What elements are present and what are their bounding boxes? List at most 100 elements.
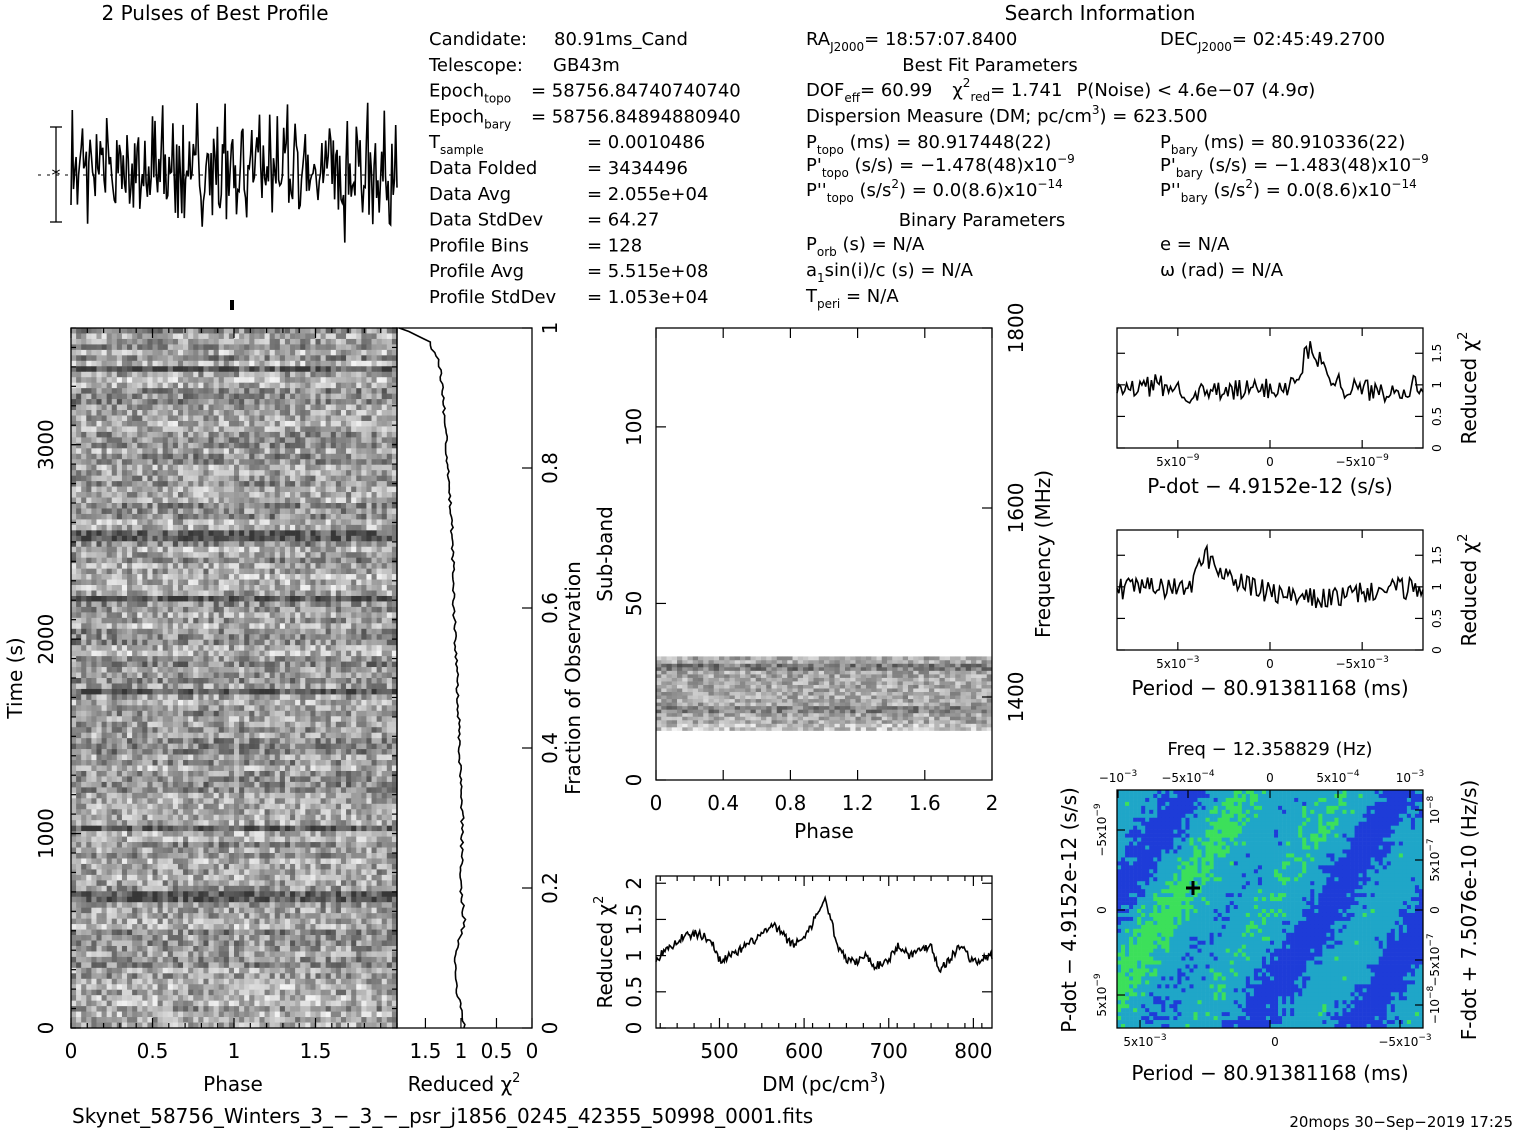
- heat-cell: [366, 650, 372, 657]
- heat-cell: [335, 574, 342, 580]
- heat-cell: [198, 688, 204, 695]
- heat-cell: [71, 349, 77, 356]
- heat-cell: [193, 579, 199, 586]
- heat-cell: [386, 552, 393, 558]
- heat-cell: [203, 464, 209, 471]
- info-row: Tsample: [428, 132, 484, 157]
- heat-cell: [111, 360, 118, 367]
- heat-cell: [376, 464, 383, 471]
- heat-cell: [371, 492, 377, 498]
- heat-cell: [340, 574, 347, 580]
- heat-cell: [325, 410, 332, 416]
- heat-cell: [330, 694, 337, 701]
- heat-cell: [198, 541, 204, 548]
- heat-cell: [162, 590, 169, 597]
- heat-cell: [391, 475, 398, 482]
- heat-cell: [386, 574, 393, 580]
- heat-cell: [137, 475, 143, 482]
- heat-cell: [325, 481, 332, 487]
- heat-cell: [218, 475, 225, 482]
- heat-cell: [132, 623, 138, 630]
- heat-cell: [305, 743, 311, 750]
- heat-cell: [177, 470, 184, 476]
- heat-cell: [259, 393, 265, 400]
- heat-cell: [121, 639, 128, 646]
- heat-cell: [340, 360, 347, 367]
- heat-cell: [101, 585, 107, 591]
- heat-cell: [76, 360, 82, 367]
- heat-cell: [351, 448, 357, 455]
- heat-cell: [300, 552, 306, 558]
- heat-cell: [330, 415, 337, 422]
- heat-cell: [142, 349, 148, 356]
- heat-cell: [239, 568, 245, 575]
- heat-cell: [96, 415, 102, 422]
- heat-cell: [361, 656, 367, 662]
- heat-cell: [274, 541, 281, 548]
- heat-cell: [116, 546, 123, 553]
- heat-cell: [346, 656, 352, 662]
- heat-cell: [106, 333, 113, 340]
- heat-cell: [162, 628, 169, 635]
- heat-cell: [213, 705, 220, 712]
- heat-cell: [147, 388, 153, 394]
- heat-cell: [86, 716, 92, 723]
- heat-cell: [71, 732, 77, 739]
- heat-cell: [264, 716, 270, 723]
- heat-cell: [167, 508, 174, 515]
- heat-cell: [386, 688, 393, 695]
- heat-cell: [346, 459, 352, 466]
- heat-cell: [259, 727, 265, 733]
- heat-cell: [96, 377, 102, 383]
- heat-cell: [111, 481, 118, 487]
- heat-cell: [218, 377, 225, 383]
- heat-cell: [234, 431, 240, 438]
- heat-cell: [157, 486, 163, 493]
- heat-cell: [290, 606, 296, 613]
- heat-cell: [203, 530, 209, 537]
- heat-cell: [71, 574, 77, 580]
- heat-cell: [157, 530, 163, 537]
- heat-cell: [346, 415, 352, 422]
- heat-cell: [121, 442, 128, 449]
- heat-cell: [244, 448, 250, 455]
- heat-cell: [356, 552, 362, 558]
- heat-cell: [188, 437, 194, 444]
- heat-cell: [391, 645, 398, 651]
- heat-cell: [330, 519, 337, 526]
- heat-cell: [274, 568, 281, 575]
- heat-cell: [167, 535, 174, 542]
- heat-cell: [315, 399, 321, 405]
- heat-cell: [177, 650, 184, 657]
- heat-cell: [183, 442, 189, 449]
- heat-cell: [381, 481, 388, 487]
- heat-cell: [376, 377, 383, 383]
- heat-cell: [111, 448, 118, 455]
- heat-cell: [325, 656, 332, 662]
- heat-cell: [96, 464, 102, 471]
- heat-cell: [203, 382, 209, 389]
- heat-cell: [264, 743, 270, 750]
- heat-cell: [198, 579, 204, 586]
- heat-cell: [147, 574, 153, 580]
- heat-cell: [132, 705, 138, 712]
- heat-cell: [381, 656, 388, 662]
- heat-cell: [340, 349, 347, 356]
- heat-cell: [356, 371, 362, 378]
- heat-cell: [340, 459, 347, 466]
- heat-cell: [121, 541, 128, 548]
- heat-cell: [203, 595, 209, 602]
- heat-cell: [269, 601, 276, 608]
- heat-cell: [315, 492, 321, 498]
- heat-cell: [381, 338, 388, 345]
- heat-cell: [188, 623, 194, 630]
- heat-cell: [330, 738, 337, 744]
- heat-cell: [340, 448, 347, 455]
- heat-cell: [351, 727, 357, 733]
- heat-cell: [249, 716, 255, 723]
- heat-cell: [96, 388, 102, 394]
- heat-cell: [366, 705, 372, 712]
- heat-cell: [223, 557, 230, 564]
- heat-cell: [177, 568, 184, 575]
- heat-cell: [172, 519, 179, 526]
